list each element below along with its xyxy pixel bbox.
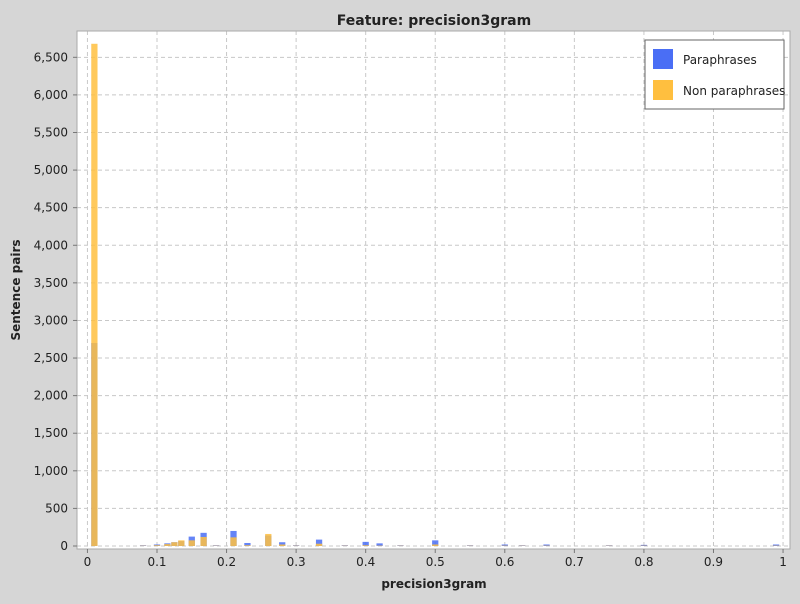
bar-paraphrases xyxy=(376,543,382,546)
bar-non-paraphrases xyxy=(363,545,369,546)
bar-non-paraphrases xyxy=(230,537,236,546)
y-tick-label: 1,500 xyxy=(34,426,68,440)
x-tick-label: 0.1 xyxy=(147,555,166,569)
legend-label-paraphrases: Paraphrases xyxy=(683,53,757,67)
y-tick-label: 2,500 xyxy=(34,351,68,365)
y-tick-label: 5,000 xyxy=(34,163,68,177)
y-tick-label: 4,000 xyxy=(34,238,68,252)
x-tick-label: 0.8 xyxy=(634,555,653,569)
x-tick-label: 0.9 xyxy=(704,555,723,569)
x-ticks: 0 0.1 0.2 0.3 0.4 0.5 0.6 0.7 0.8 0.9 1 xyxy=(84,549,787,569)
bar-non-paraphrases xyxy=(91,44,97,546)
chart-title: Feature: precision3gram xyxy=(337,13,531,29)
bar-non-paraphrases xyxy=(279,544,285,546)
legend-swatch-non-paraphrases xyxy=(653,80,673,100)
x-axis-label: precision3gram xyxy=(381,577,486,591)
bar-non-paraphrases xyxy=(171,542,177,546)
y-tick-label: 6,000 xyxy=(34,88,68,102)
legend: Paraphrases Non paraphrases xyxy=(645,40,785,109)
x-tick-label: 1 xyxy=(779,555,787,569)
x-tick-label: 0.2 xyxy=(217,555,236,569)
bar-non-paraphrases xyxy=(265,534,271,546)
x-tick-label: 0.4 xyxy=(356,555,375,569)
x-tick-label: 0.5 xyxy=(426,555,445,569)
bar-non-paraphrases xyxy=(189,540,195,546)
bar-non-paraphrases xyxy=(154,545,160,546)
x-tick-label: 0.7 xyxy=(565,555,584,569)
legend-label-non-paraphrases: Non paraphrases xyxy=(683,84,785,98)
x-tick-label: 0.6 xyxy=(495,555,514,569)
y-tick-label: 5,500 xyxy=(34,125,68,139)
y-tick-label: 4,500 xyxy=(34,201,68,215)
y-axis-label: Sentence pairs xyxy=(9,239,23,340)
y-tick-label: 2,000 xyxy=(34,389,68,403)
bar-non-paraphrases xyxy=(164,544,170,546)
x-tick-label: 0.3 xyxy=(287,555,306,569)
bar-non-paraphrases xyxy=(178,540,184,546)
y-tick-label: 6,500 xyxy=(34,50,68,64)
x-tick-label: 0 xyxy=(84,555,92,569)
legend-swatch-paraphrases xyxy=(653,49,673,69)
y-tick-label: 500 xyxy=(45,501,68,515)
y-tick-label: 3,500 xyxy=(34,276,68,290)
y-ticks: 0 500 1,000 1,500 2,000 2,500 3,000 3,500 4,000 4… xyxy=(34,50,77,553)
bar-non-paraphrases xyxy=(244,545,250,546)
bar-non-paraphrases xyxy=(432,544,438,546)
bar-non-paraphrases xyxy=(316,544,322,546)
bar-non-paraphrases xyxy=(200,537,206,546)
y-tick-label: 3,000 xyxy=(34,313,68,327)
y-tick-label: 1,000 xyxy=(34,464,68,478)
y-tick-label: 0 xyxy=(60,539,68,553)
